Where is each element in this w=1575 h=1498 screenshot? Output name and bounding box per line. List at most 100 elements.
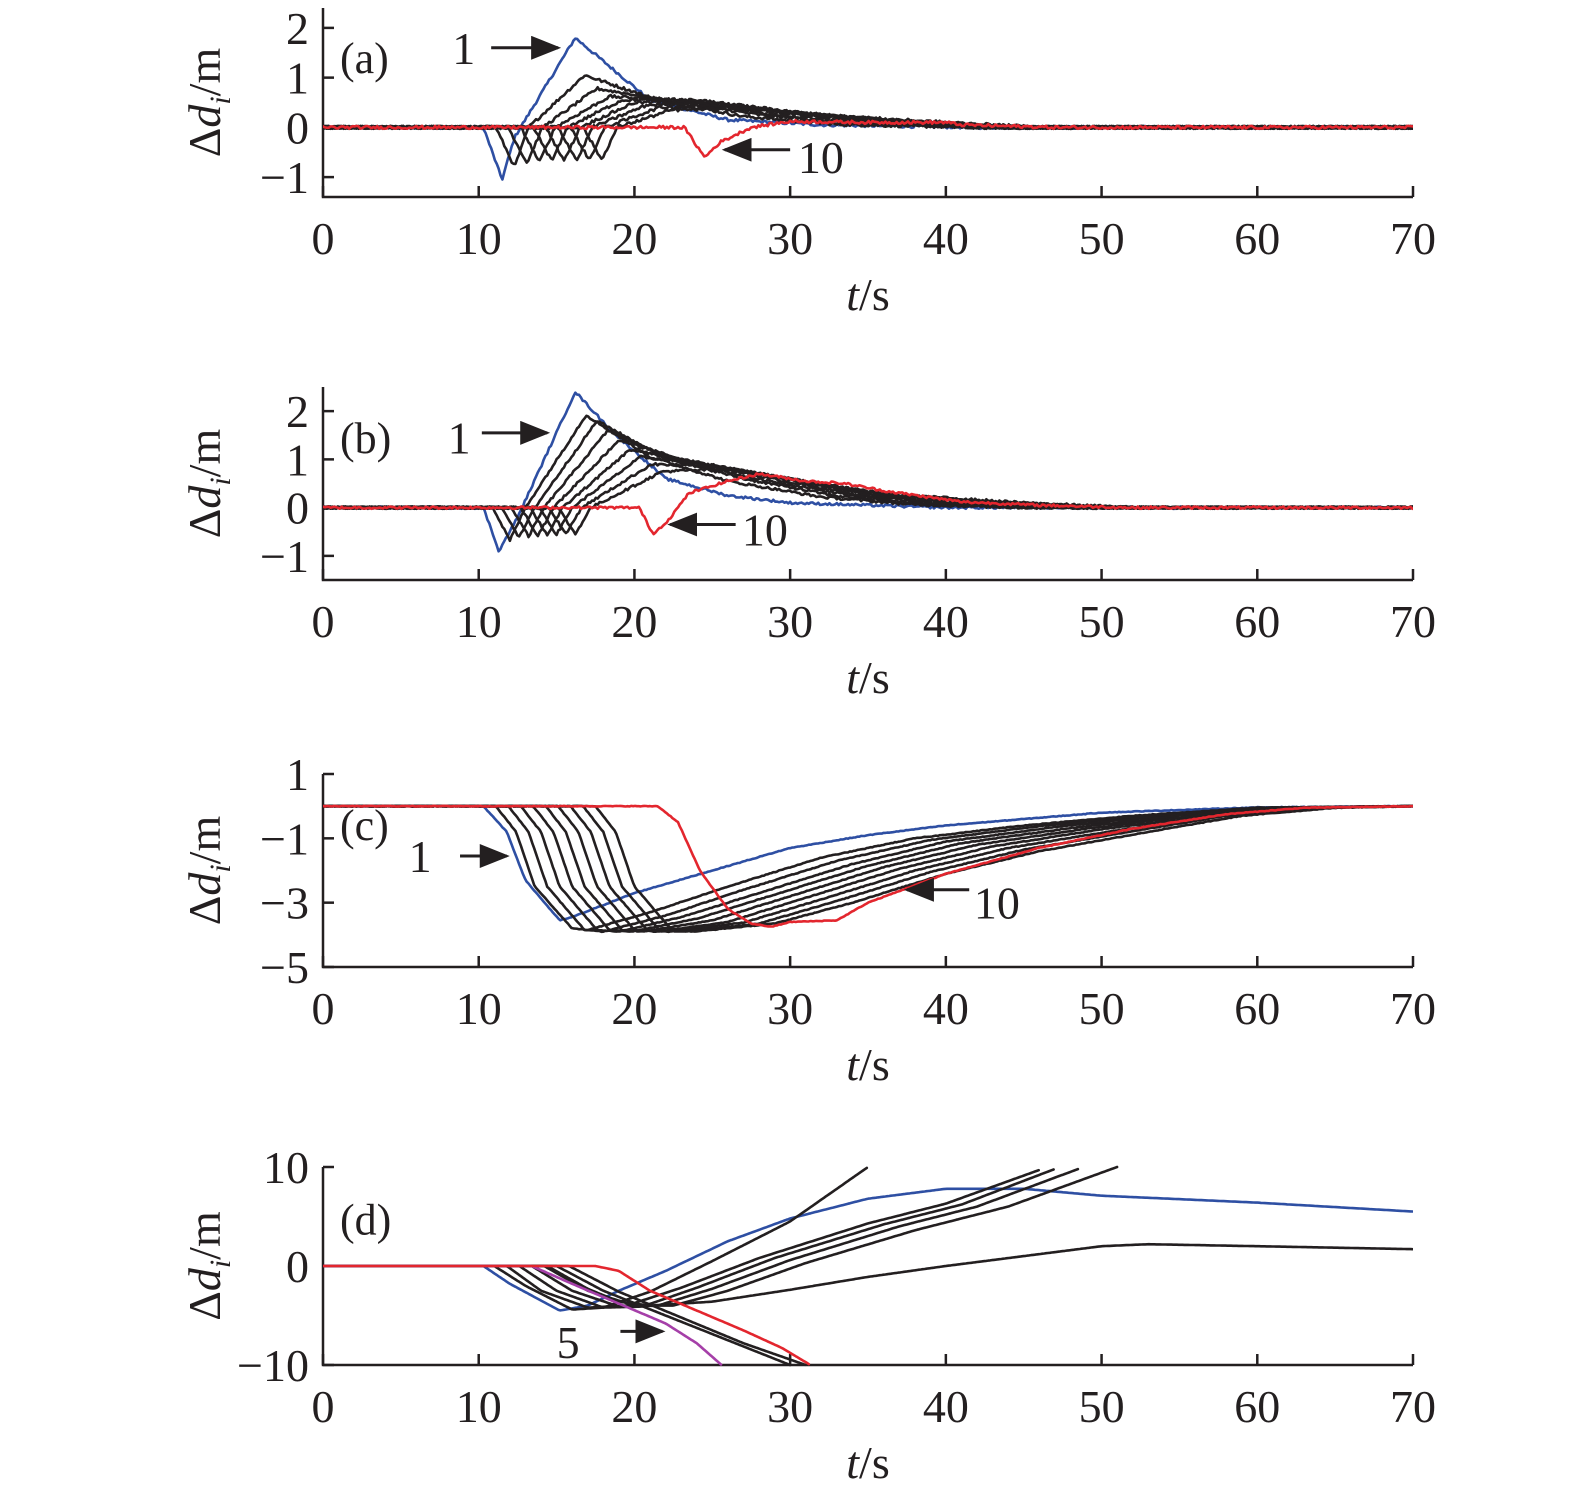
panel-label: (a) — [340, 34, 389, 83]
y-tick-label: −1 — [260, 152, 309, 203]
panel-label: (d) — [340, 1195, 391, 1244]
x-axis-title: t/s — [846, 1039, 889, 1090]
series-line-7 — [323, 1242, 1413, 1307]
x-tick-label: 30 — [767, 213, 813, 264]
series-line-6 — [323, 804, 1413, 933]
x-tick-label: 60 — [1234, 213, 1280, 264]
axis-frame — [321, 387, 1413, 582]
x-tick-label: 60 — [1234, 1381, 1280, 1432]
series-line-9 — [323, 804, 1413, 933]
panel-label: (c) — [340, 801, 389, 850]
axis-frame — [321, 774, 1413, 969]
x-tick-label: 70 — [1390, 1381, 1436, 1432]
x-tick-label: 30 — [767, 1381, 813, 1432]
series-group — [323, 1165, 1413, 1367]
curve-number-label: 10 — [974, 878, 1020, 929]
series-line-11 — [323, 804, 1413, 928]
series-group — [323, 391, 1413, 553]
curve-number-label: 1 — [409, 831, 432, 882]
series-line-4 — [323, 429, 1413, 539]
axis-frame — [321, 8, 1413, 199]
y-tick-label: −3 — [260, 878, 309, 929]
x-tick-label: 20 — [611, 213, 657, 264]
x-tick-label: 10 — [456, 1381, 502, 1432]
x-tick-label: 40 — [923, 1381, 969, 1432]
y-tick-label: −10 — [237, 1340, 309, 1391]
panel-label: (b) — [340, 414, 391, 463]
x-tick-label: 10 — [456, 596, 502, 647]
series-line-10 — [323, 1264, 723, 1366]
series-line-2 — [323, 414, 1413, 543]
x-tick-label: 50 — [1079, 1381, 1125, 1432]
y-tick-label: 0 — [286, 483, 309, 534]
x-tick-label: 30 — [767, 596, 813, 647]
y-tick-label: 10 — [263, 1142, 309, 1193]
series-line-10 — [323, 804, 1413, 933]
x-tick-label: 0 — [312, 596, 335, 647]
x-tick-label: 60 — [1234, 983, 1280, 1034]
x-tick-label: 50 — [1079, 213, 1125, 264]
y-tick-label: 0 — [286, 102, 309, 153]
x-tick-label: 0 — [312, 983, 335, 1034]
y-tick-label: 2 — [286, 386, 309, 437]
y-tick-label: −1 — [260, 531, 309, 582]
x-tick-label: 0 — [312, 213, 335, 264]
chart-panel-c: 0 10 20 30 40 50 60 70 −5 −3 −1 1 t/s Δdi/m (c) 1 10 — [179, 749, 1436, 1090]
y-tick-label: 1 — [286, 434, 309, 485]
series-line-4 — [323, 804, 1413, 933]
series-line-2 — [323, 1166, 869, 1311]
x-axis-title: t/s — [846, 269, 889, 320]
y-axis-title: Δdi/m — [179, 429, 237, 539]
series-group — [323, 37, 1413, 181]
curve-number-label: 5 — [557, 1317, 580, 1368]
x-tick-label: 70 — [1390, 983, 1436, 1034]
series-line-8 — [323, 103, 1413, 160]
series-line-5 — [323, 804, 1413, 933]
series-line-6 — [323, 98, 1413, 162]
series-line-7 — [323, 804, 1413, 933]
y-axis-title: Δdi/m — [179, 48, 237, 158]
x-tick-label: 30 — [767, 983, 813, 1034]
y-tick-label: 0 — [286, 1241, 309, 1292]
x-tick-label: 40 — [923, 596, 969, 647]
x-tick-label: 20 — [611, 1381, 657, 1432]
y-axis-title: Δdi/m — [179, 1211, 237, 1321]
x-tick-label: 70 — [1390, 213, 1436, 264]
y-tick-label: 1 — [286, 749, 309, 800]
x-tick-label: 10 — [456, 983, 502, 1034]
x-tick-label: 50 — [1079, 983, 1125, 1034]
curve-number-label: 1 — [448, 413, 471, 464]
series-line-1 — [323, 391, 1413, 553]
series-line-1 — [323, 1187, 1413, 1312]
y-tick-label: −1 — [260, 813, 309, 864]
curve-number-label: 1 — [452, 23, 475, 74]
series-line-11 — [323, 1264, 811, 1366]
curve-number-label: 10 — [742, 504, 788, 555]
x-tick-label: 50 — [1079, 596, 1125, 647]
x-tick-label: 40 — [923, 983, 969, 1034]
y-tick-label: 1 — [286, 53, 309, 104]
x-tick-label: 0 — [312, 1381, 335, 1432]
x-tick-label: 70 — [1390, 596, 1436, 647]
series-line-10 — [323, 472, 1413, 536]
series-group — [323, 804, 1413, 934]
curve-number-label: 10 — [798, 132, 844, 183]
x-tick-label: 10 — [456, 213, 502, 264]
series-line-10 — [323, 118, 1413, 158]
x-tick-label: 60 — [1234, 596, 1280, 647]
y-tick-label: 2 — [286, 3, 309, 54]
x-axis-title: t/s — [846, 1437, 889, 1488]
series-line-7 — [323, 99, 1413, 162]
series-line-3 — [323, 804, 1413, 934]
x-axis-title: t/s — [846, 652, 889, 703]
series-line-8 — [323, 804, 1413, 934]
x-tick-label: 20 — [611, 596, 657, 647]
x-tick-label: 20 — [611, 983, 657, 1034]
series-line-1 — [323, 37, 1413, 181]
x-tick-label: 40 — [923, 213, 969, 264]
y-tick-label: −5 — [260, 942, 309, 993]
